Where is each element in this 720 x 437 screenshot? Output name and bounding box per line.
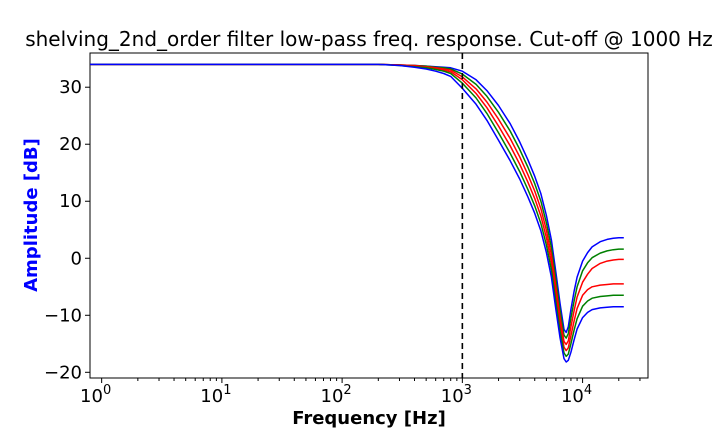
plot-frame — [89, 52, 649, 379]
chart-title: shelving_2nd_order filter low-pass freq.… — [25, 27, 713, 51]
x-tick-label: 103 — [441, 383, 472, 407]
y-axis-label: Amplitude [dB] — [21, 138, 42, 292]
series-line-5 — [90, 63, 624, 358]
y-tick-label: 30 — [59, 77, 82, 98]
x-axis: 100 101 102 103 104 — [80, 378, 641, 407]
y-axis: 30 20 10 0 −10 −20 — [44, 77, 90, 383]
series-line-2 — [90, 63, 624, 339]
x-tick-label: 104 — [561, 383, 592, 407]
y-tick-label: −20 — [44, 362, 82, 383]
series-line-1 — [90, 63, 624, 334]
y-tick-label: 20 — [59, 134, 82, 155]
y-tick-label: 0 — [71, 248, 82, 269]
x-tick-label: 100 — [80, 383, 111, 407]
x-tick-label: 101 — [200, 383, 231, 407]
x-tick-label: 102 — [321, 383, 352, 407]
y-tick-label: −10 — [44, 305, 82, 326]
x-axis-label: Frequency [Hz] — [292, 408, 446, 429]
series-line-6 — [90, 63, 624, 363]
series-layer — [90, 63, 624, 363]
y-tick-label: 10 — [59, 191, 82, 212]
